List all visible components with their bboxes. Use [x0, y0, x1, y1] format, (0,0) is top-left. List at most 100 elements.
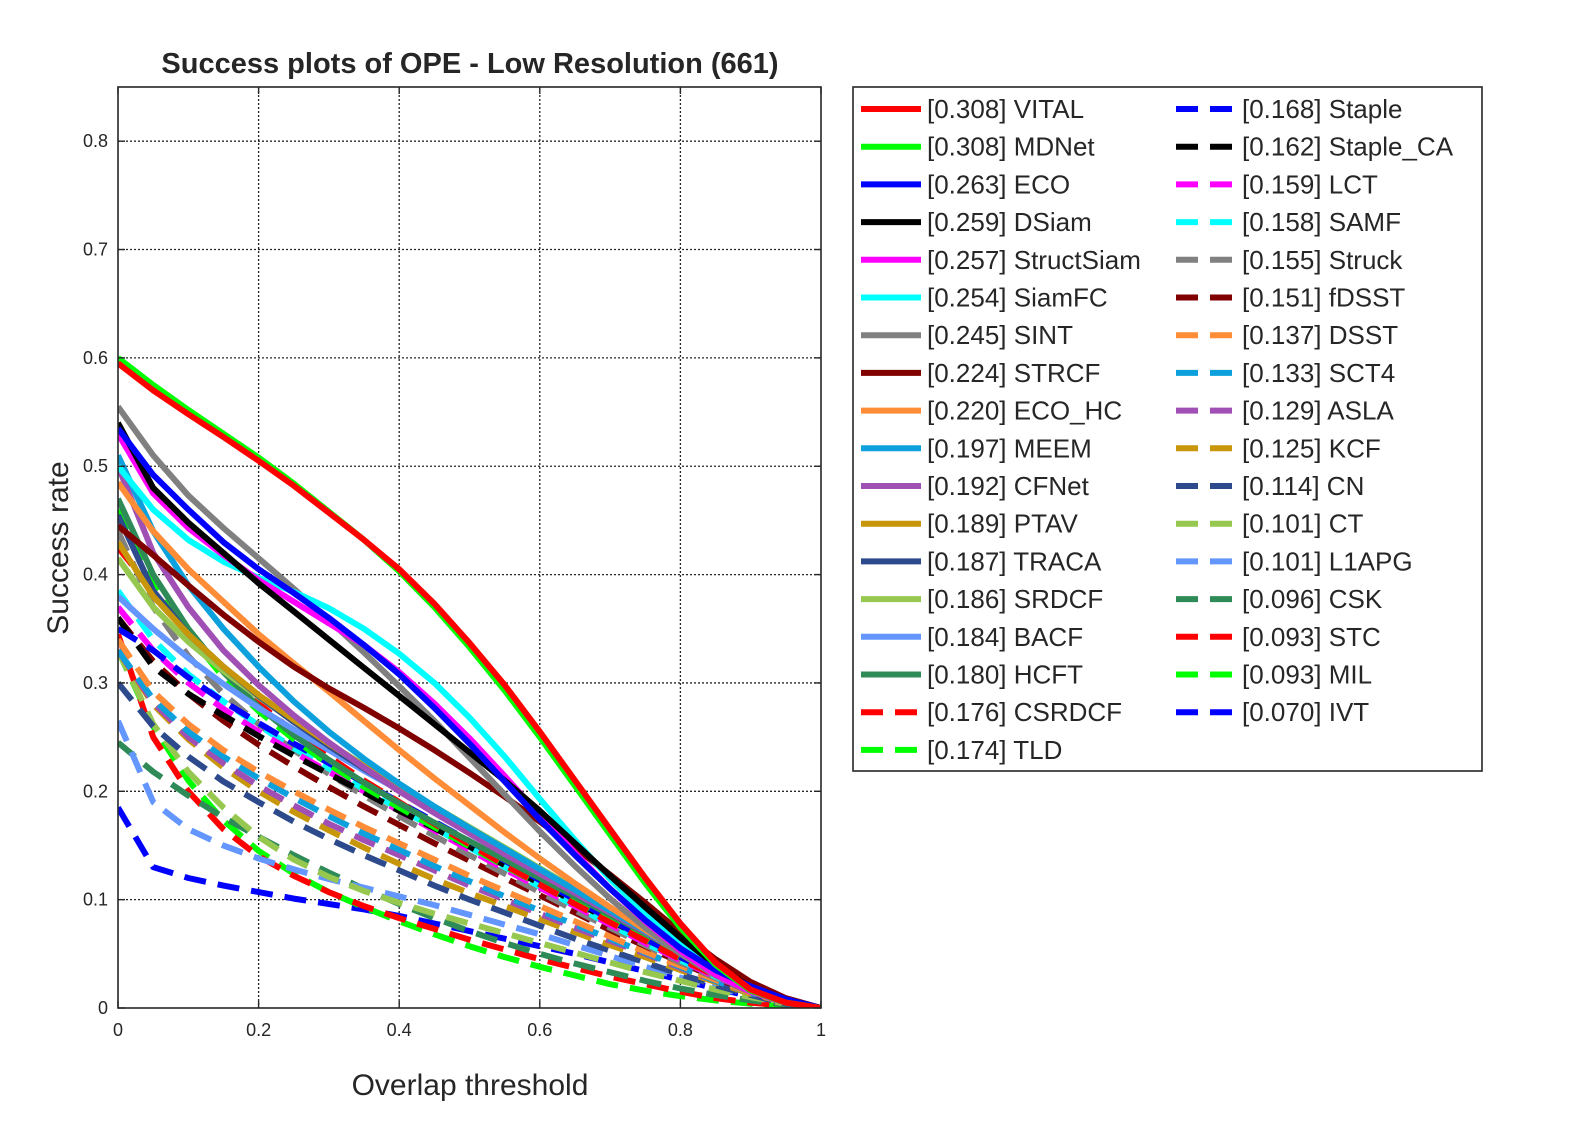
legend-entry: [0.192] CFNet — [861, 471, 1090, 501]
legend-entry: [0.263] ECO — [861, 169, 1070, 199]
legend-label: [0.224] STRCF — [927, 358, 1100, 388]
axes-box — [117, 86, 822, 1009]
legend-box — [852, 86, 1483, 772]
chart-title: Success plots of OPE - Low Resolution (6… — [161, 48, 778, 80]
x-tick-label: 0 — [113, 1020, 123, 1040]
legend-label: [0.192] CFNet — [927, 471, 1090, 501]
legend-label: [0.189] PTAV — [927, 509, 1078, 539]
legend-entry: [0.257] StructSiam — [861, 245, 1141, 275]
legend-label: [0.176] CSRDCF — [927, 697, 1122, 727]
x-axis-label: Overlap threshold — [352, 1069, 589, 1102]
y-tick-label: 0.4 — [83, 565, 108, 585]
series-line-31 — [118, 740, 821, 1008]
x-tick-label: 1 — [816, 1020, 826, 1040]
legend-label: [0.133] SCT4 — [1242, 358, 1395, 388]
legend-entry: [0.176] CSRDCF — [861, 697, 1122, 727]
series-line-2 — [118, 426, 821, 1008]
y-tick-label: 0.6 — [83, 348, 108, 368]
y-tick-label: 0.8 — [83, 131, 108, 151]
legend-entry: [0.186] SRDCF — [861, 584, 1103, 614]
legend-entry: [0.101] CT — [1176, 509, 1364, 539]
legend-entry: [0.129] ASLA — [1176, 396, 1394, 426]
axes-frame — [117, 86, 822, 1009]
legend-label: [0.129] ASLA — [1242, 396, 1394, 426]
legend-label: [0.254] SiamFC — [927, 283, 1108, 313]
legend-label: [0.159] LCT — [1242, 169, 1378, 199]
legend-label: [0.186] SRDCF — [927, 584, 1103, 614]
legend-label: [0.259] DSiam — [927, 207, 1092, 237]
y-tick-label: 0.5 — [83, 456, 108, 476]
y-tick-labels: 0 0.1 0.2 0.3 0.4 0.5 0.6 0.7 0.8 — [83, 131, 108, 1018]
x-tick-labels: 0 0.2 0.4 0.6 0.8 1 — [113, 1020, 826, 1040]
legend-entry: [0.245] SINT — [861, 320, 1073, 350]
x-tick-label: 0.8 — [668, 1020, 693, 1040]
legend-label: [0.096] CSK — [1242, 584, 1383, 614]
series-line-0 — [118, 360, 821, 1008]
legend-label: [0.155] Struck — [1242, 245, 1403, 275]
legend-label: [0.101] L1APG — [1242, 546, 1413, 576]
y-tick-label: 0.2 — [83, 781, 108, 801]
legend-entry: [0.184] BACF — [861, 622, 1083, 652]
y-tick-label: 0.3 — [83, 673, 108, 693]
legend-entry: [0.137] DSST — [1176, 320, 1398, 350]
legend-entry: [0.254] SiamFC — [861, 283, 1108, 313]
legend-entry: [0.168] Staple — [1176, 94, 1402, 124]
x-tick-label: 0.6 — [527, 1020, 552, 1040]
legend-label: [0.168] Staple — [1242, 94, 1402, 124]
legend-entry: [0.187] TRACA — [861, 546, 1102, 576]
legend-label: [0.162] Staple_CA — [1242, 132, 1454, 162]
legend-entry: [0.159] LCT — [1176, 169, 1378, 199]
legend-entry: [0.174] TLD — [861, 735, 1062, 765]
x-tick-label: 0.4 — [387, 1020, 412, 1040]
legend-entry: [0.070] IVT — [1176, 697, 1369, 727]
legend-label: [0.137] DSST — [1242, 320, 1398, 350]
legend-label: [0.187] TRACA — [927, 546, 1102, 576]
series-line-30 — [118, 719, 821, 1008]
legend-entry: [0.101] L1APG — [1176, 546, 1413, 576]
legend-entry: [0.180] HCFT — [861, 660, 1083, 690]
y-tick-label: 0 — [98, 998, 108, 1018]
legend-entry: [0.158] SAMF — [1176, 207, 1401, 237]
legend-label: [0.158] SAMF — [1242, 207, 1401, 237]
legend-label: [0.070] IVT — [1242, 697, 1369, 727]
legend-label: [0.184] BACF — [927, 622, 1083, 652]
legend-entry: [0.259] DSiam — [861, 207, 1092, 237]
legend-entry: [0.224] STRCF — [861, 358, 1100, 388]
legend-label: [0.125] KCF — [1242, 433, 1381, 463]
legend-label: [0.308] VITAL — [927, 94, 1084, 124]
legend-entry: [0.093] MIL — [1176, 660, 1372, 690]
series-line-28 — [118, 681, 821, 1008]
x-tick-label: 0.2 — [246, 1020, 271, 1040]
legend-entry: [0.133] SCT4 — [1176, 358, 1395, 388]
legend: [0.308] VITAL [0.308] MDNet [0.263] ECO [0.… — [852, 86, 1483, 772]
legend-label: [0.101] CT — [1242, 509, 1364, 539]
legend-label: [0.220] ECO_HC — [927, 396, 1122, 426]
series-line-32 — [118, 633, 821, 1008]
series-line-34 — [118, 805, 821, 1008]
legend-label: [0.257] StructSiam — [927, 245, 1141, 275]
legend-entry: [0.093] STC — [1176, 622, 1381, 652]
legend-label: [0.245] SINT — [927, 320, 1073, 350]
legend-label: [0.174] TLD — [927, 735, 1062, 765]
legend-label: [0.308] MDNet — [927, 132, 1095, 162]
y-tick-label: 0.7 — [83, 240, 108, 260]
legend-label: [0.180] HCFT — [927, 660, 1083, 690]
legend-entry: [0.308] MDNet — [861, 132, 1095, 162]
plot-area — [118, 87, 821, 1008]
legend-entry: [0.114] CN — [1176, 471, 1364, 501]
series-line-33 — [118, 649, 821, 1008]
y-axis-label: Success rate — [42, 461, 75, 634]
legend-label: [0.197] MEEM — [927, 433, 1092, 463]
legend-label: [0.093] STC — [1242, 622, 1381, 652]
y-tick-label: 0.1 — [83, 890, 108, 910]
legend-label: [0.114] CN — [1242, 471, 1364, 501]
grid-lines — [118, 87, 821, 1008]
legend-entry: [0.151] fDSST — [1176, 283, 1405, 313]
legend-label: [0.093] MIL — [1242, 660, 1372, 690]
legend-entry: [0.125] KCF — [1176, 433, 1381, 463]
legend-entry: [0.308] VITAL — [861, 94, 1084, 124]
series-lines — [118, 355, 821, 1008]
legend-entry: [0.189] PTAV — [861, 509, 1078, 539]
legend-entry: [0.162] Staple_CA — [1176, 132, 1454, 162]
